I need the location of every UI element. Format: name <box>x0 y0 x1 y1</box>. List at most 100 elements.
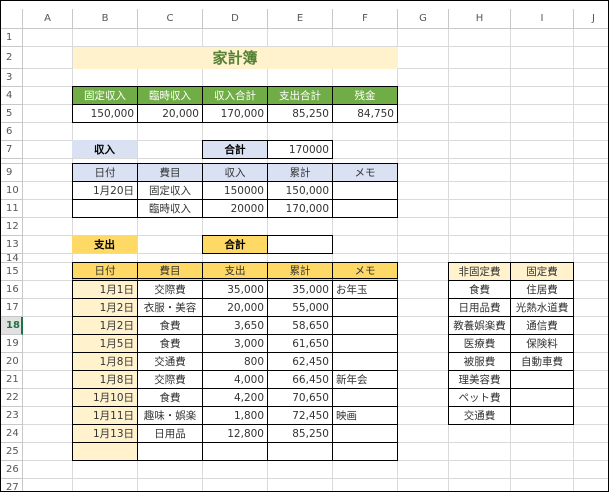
cell-H6[interactable] <box>449 123 511 141</box>
column-header-A[interactable]: A <box>23 9 73 29</box>
select-all-corner[interactable] <box>1 9 23 29</box>
cell-C11[interactable]: 臨時収入 <box>137 199 203 218</box>
cell-I3[interactable] <box>511 69 574 87</box>
cell-D27[interactable] <box>203 479 268 491</box>
cell-C12[interactable] <box>138 218 203 236</box>
cell-C1[interactable] <box>138 29 203 47</box>
cell-B10[interactable]: 1月20日 <box>72 181 138 200</box>
cell-F19[interactable] <box>332 334 398 353</box>
cell-D3[interactable] <box>203 69 268 87</box>
cell-G25[interactable] <box>398 443 449 461</box>
cell-A23[interactable] <box>23 407 73 425</box>
cell-A6[interactable] <box>23 123 73 141</box>
cell-E1[interactable] <box>268 29 333 47</box>
cell-B20[interactable]: 1月8日 <box>72 352 138 371</box>
cell-G26[interactable] <box>398 461 449 479</box>
cell-H5[interactable] <box>449 105 511 123</box>
cell-E17[interactable]: 55,000 <box>267 298 333 317</box>
cell-H19[interactable]: 医療費 <box>448 334 511 353</box>
cell-B1[interactable] <box>73 29 138 47</box>
row-header-12[interactable]: 12 <box>1 218 23 236</box>
cell-E10[interactable]: 150,000 <box>267 181 333 200</box>
cell-E5[interactable]: 85,250 <box>267 104 333 123</box>
cell-G12[interactable] <box>398 218 449 236</box>
cell-D13[interactable]: 合計 <box>202 235 268 254</box>
cell-D9[interactable]: 収入 <box>202 163 268 182</box>
column-header-F[interactable]: F <box>333 9 398 29</box>
cell-D18[interactable]: 3,650 <box>202 316 268 335</box>
cell-E21[interactable]: 66,450 <box>267 370 333 389</box>
cell-G19[interactable] <box>398 335 449 353</box>
cell-H21[interactable]: 理美容費 <box>448 370 511 389</box>
cell-G3[interactable] <box>398 69 449 87</box>
cell-J1[interactable] <box>574 29 608 47</box>
cell-A27[interactable] <box>23 479 73 491</box>
cell-B24[interactable]: 1月13日 <box>72 424 138 443</box>
row-header-7[interactable]: 7 <box>1 141 23 159</box>
cell-A22[interactable] <box>23 389 73 407</box>
row-header-19[interactable]: 19 <box>1 335 23 353</box>
cell-J11[interactable] <box>574 200 608 218</box>
cell-C20[interactable]: 交通費 <box>137 352 203 371</box>
cell-B17[interactable]: 1月2日 <box>72 298 138 317</box>
cell-A15[interactable] <box>23 263 73 281</box>
row-header-9[interactable]: 9 <box>1 164 23 182</box>
cell-C19[interactable]: 食費 <box>137 334 203 353</box>
cell-B25[interactable] <box>72 442 138 461</box>
cell-G22[interactable] <box>398 389 449 407</box>
cell-B7[interactable]: 収入 <box>72 140 138 159</box>
cell-E3[interactable] <box>268 69 333 87</box>
cell-G7[interactable] <box>398 141 449 159</box>
cell-E11[interactable]: 170,000 <box>267 199 333 218</box>
cell-E15[interactable]: 累計 <box>267 262 333 281</box>
cell-G24[interactable] <box>398 425 449 443</box>
cell-G9[interactable] <box>398 164 449 182</box>
cell-A18[interactable] <box>23 317 73 335</box>
row-header-17[interactable]: 17 <box>1 299 23 317</box>
row-header-4[interactable]: 4 <box>1 87 23 105</box>
cell-B5[interactable]: 150,000 <box>72 104 138 123</box>
cell-F6[interactable] <box>333 123 398 141</box>
cell-F10[interactable] <box>332 181 398 200</box>
column-header-B[interactable]: B <box>73 9 138 29</box>
cell-G6[interactable] <box>398 123 449 141</box>
cell-A16[interactable] <box>23 281 73 299</box>
cell-G21[interactable] <box>398 371 449 389</box>
cell-F7[interactable] <box>333 141 398 159</box>
cell-H22[interactable]: ペット費 <box>448 388 511 407</box>
cell-F25[interactable] <box>332 442 398 461</box>
cell-J19[interactable] <box>574 335 608 353</box>
cell-H18[interactable]: 教養娯楽費 <box>448 316 511 335</box>
column-header-D[interactable]: D <box>203 9 268 29</box>
column-header-I[interactable]: I <box>511 9 574 29</box>
cell-J4[interactable] <box>574 87 608 105</box>
cell-F17[interactable] <box>332 298 398 317</box>
cell-F1[interactable] <box>333 29 398 47</box>
cell-F3[interactable] <box>333 69 398 87</box>
cell-A17[interactable] <box>23 299 73 317</box>
cell-H11[interactable] <box>449 200 511 218</box>
cell-H3[interactable] <box>449 69 511 87</box>
cell-H4[interactable] <box>449 87 511 105</box>
cell-E24[interactable]: 85,250 <box>267 424 333 443</box>
cell-B4[interactable]: 固定収入 <box>72 86 138 105</box>
cell-G18[interactable] <box>398 317 449 335</box>
cell-H9[interactable] <box>449 164 511 182</box>
cell-I5[interactable] <box>511 105 574 123</box>
row-header-22[interactable]: 22 <box>1 389 23 407</box>
cell-I13[interactable] <box>511 236 574 254</box>
cell-C6[interactable] <box>138 123 203 141</box>
row-header-15[interactable]: 15 <box>1 263 23 281</box>
cell-I8[interactable] <box>511 159 574 164</box>
cell-J27[interactable] <box>574 479 608 491</box>
cell-H16[interactable]: 食費 <box>448 280 511 299</box>
cell-E22[interactable]: 70,650 <box>267 388 333 407</box>
cell-D10[interactable]: 150000 <box>202 181 268 200</box>
cell-J6[interactable] <box>574 123 608 141</box>
cell-C3[interactable] <box>138 69 203 87</box>
cell-A1[interactable] <box>23 29 73 47</box>
cell-I2[interactable] <box>511 47 574 69</box>
cell-J20[interactable] <box>574 353 608 371</box>
cell-C25[interactable] <box>137 442 203 461</box>
cell-C15[interactable]: 費目 <box>137 262 203 281</box>
